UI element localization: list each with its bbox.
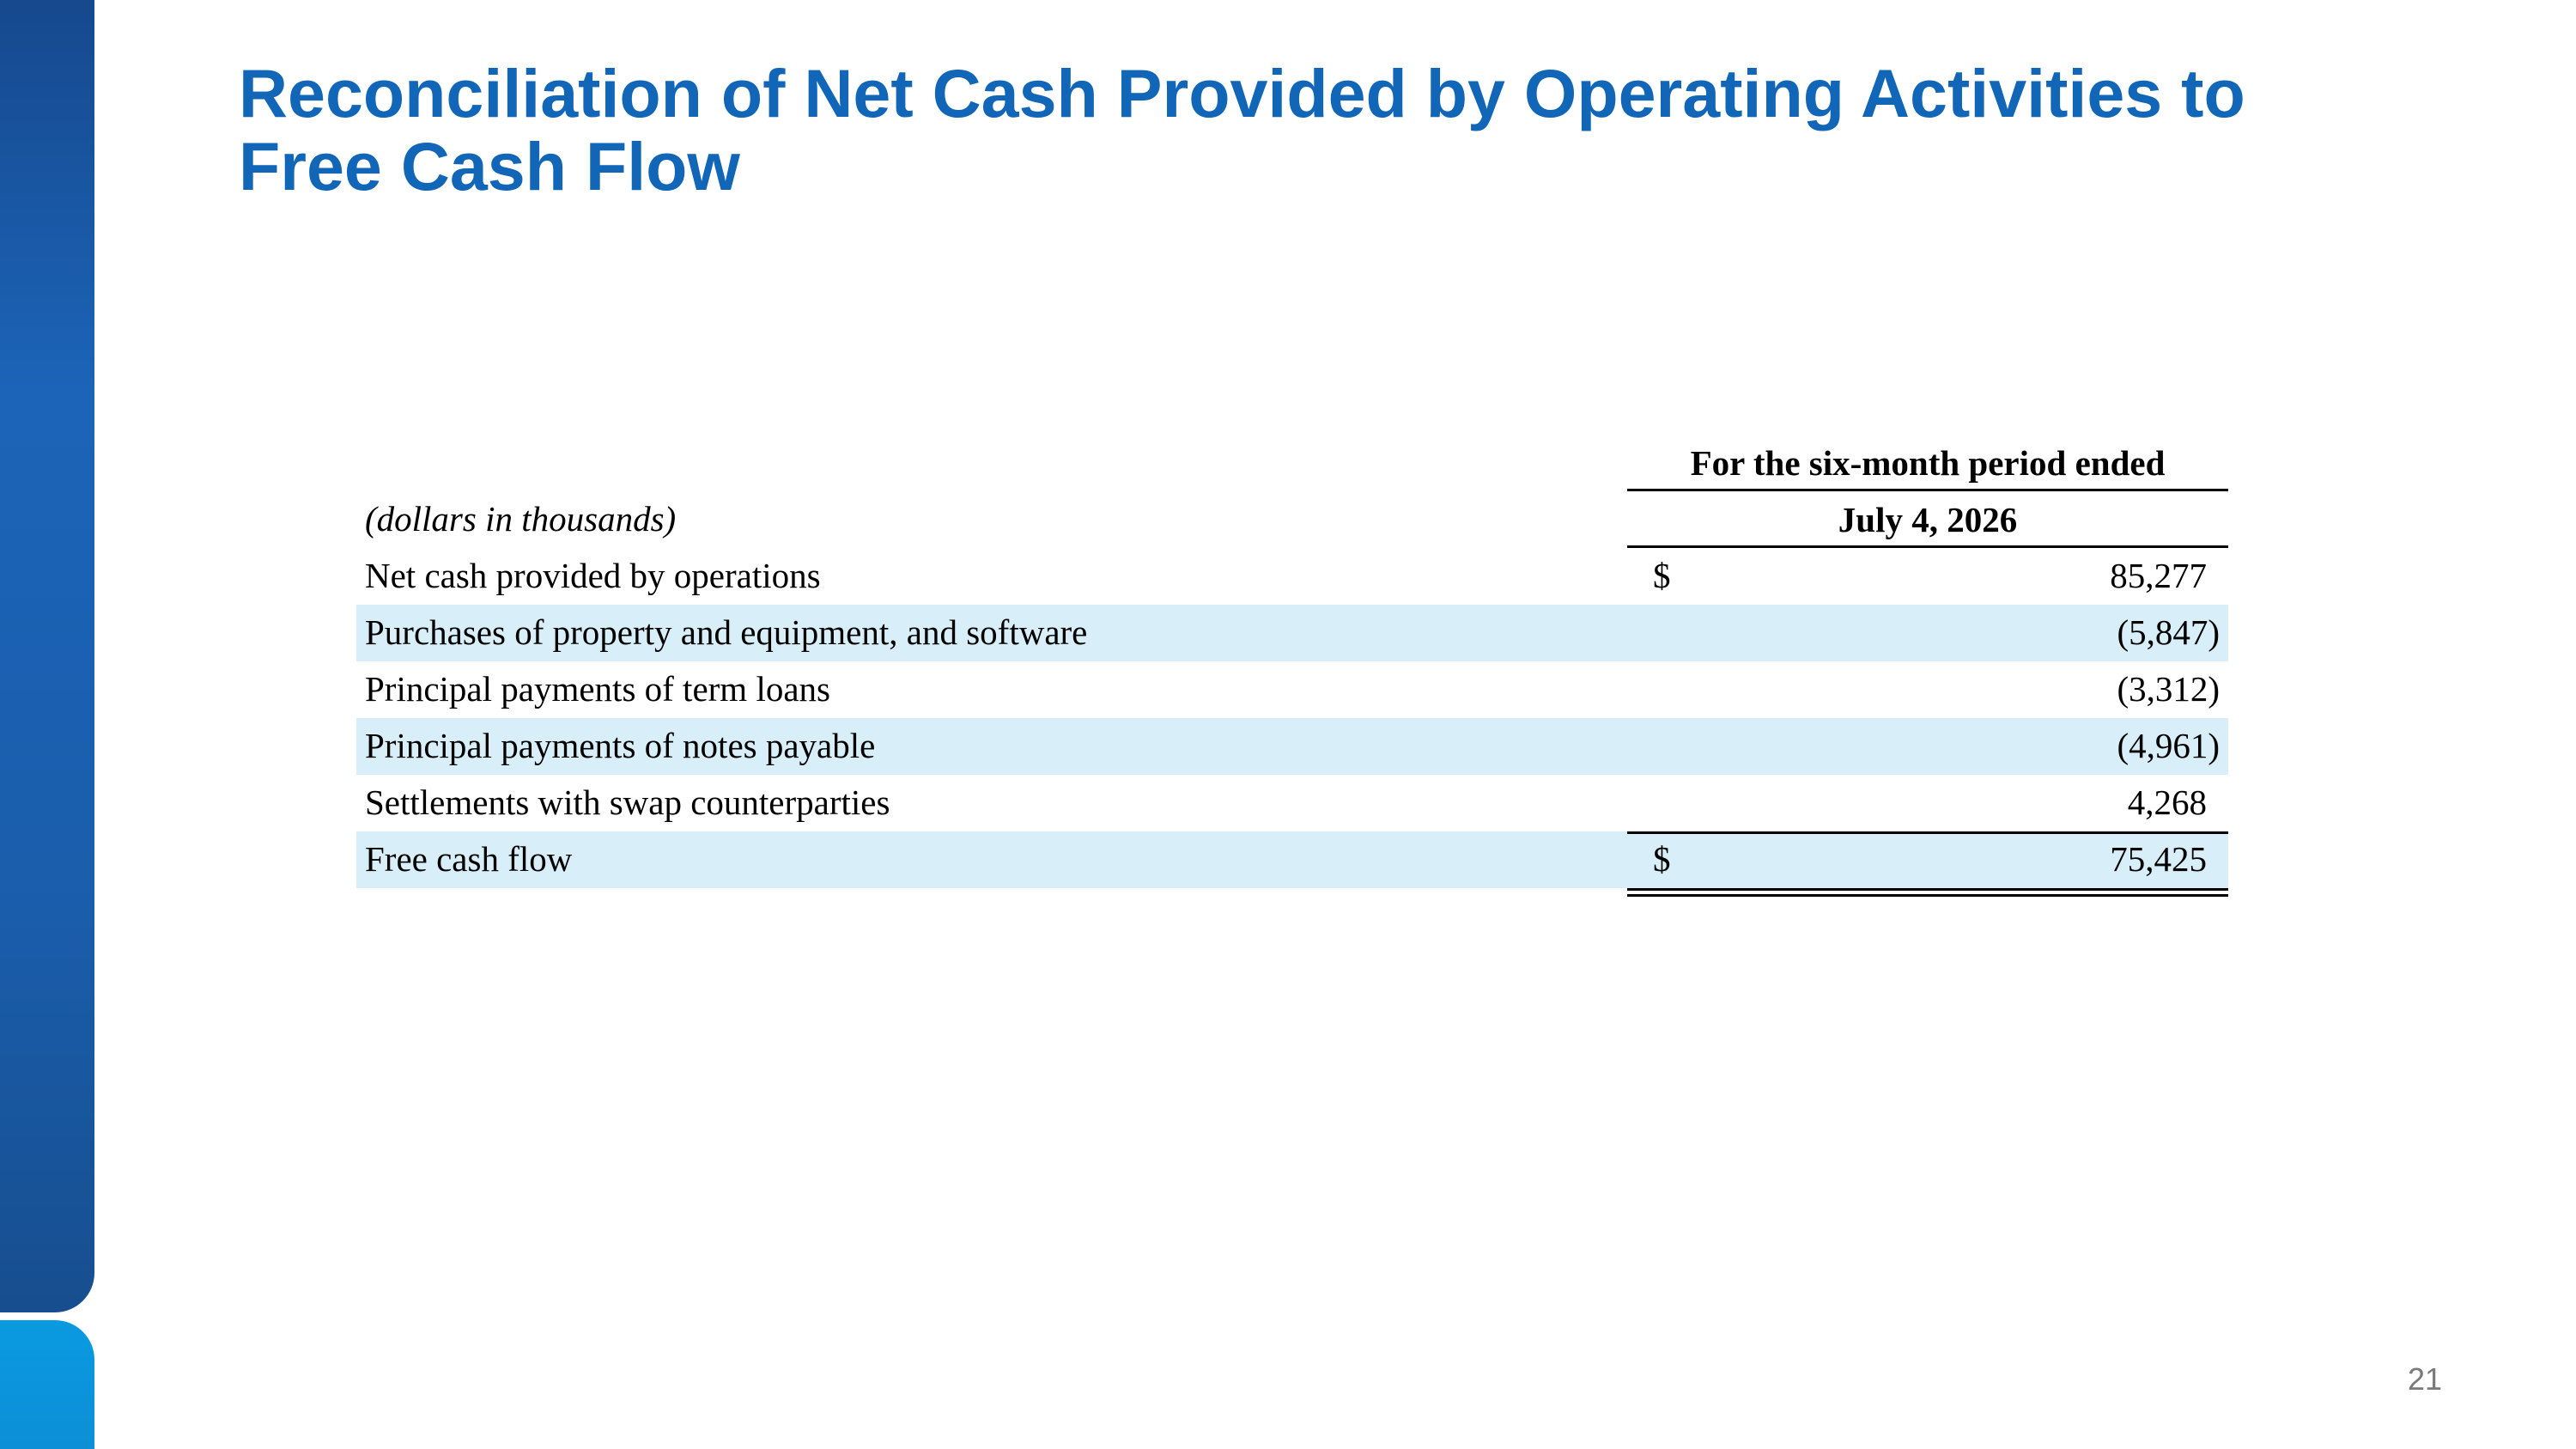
table-row-purchases: Purchases of property and equipment, and… [356, 605, 2228, 661]
row-label: Free cash flow [365, 839, 573, 879]
row-label: Purchases of property and equipment, and… [365, 612, 1088, 652]
table-header-row-1: For the six-month period ended [356, 435, 2228, 491]
row-label: Principal payments of term loans [365, 669, 830, 709]
left-accent-tab [0, 1320, 94, 1449]
left-accent-bar [0, 0, 94, 1312]
table-row-term-loans: Principal payments of term loans (3,312) [356, 661, 2228, 718]
table-row-net-cash-operations: Net cash provided by operations $ 85,277 [356, 548, 2228, 605]
currency-symbol: $ [1653, 839, 1671, 879]
total-double-rule [1627, 888, 2228, 897]
row-label: Settlements with swap counterparties [365, 782, 890, 822]
page-number: 21 [2407, 1361, 2442, 1397]
row-value: 75,425 [2110, 839, 2207, 879]
currency-symbol: $ [1653, 556, 1671, 595]
row-label: Principal payments of notes payable [365, 726, 876, 765]
slide-title-line-2: Free Cash Flow [239, 128, 740, 204]
slide-title: Reconciliation of Net Cash Provided by O… [239, 57, 2437, 203]
free-cash-flow-table: For the six-month period ended (dollars … [356, 435, 2228, 897]
table-header-row-2: (dollars in thousands) July 4, 2026 [356, 491, 2228, 548]
slide-title-line-1: Reconciliation of Net Cash Provided by O… [239, 55, 2245, 131]
table-row-free-cash-flow: Free cash flow $ 75,425 [356, 831, 2228, 897]
table-row-notes-payable: Principal payments of notes payable (4,9… [356, 718, 2228, 775]
row-value: (5,847) [2117, 612, 2220, 652]
row-value: 85,277 [2110, 556, 2207, 595]
column-header-date: July 4, 2026 [1627, 491, 2228, 548]
row-label: Net cash provided by operations [365, 556, 821, 595]
row-value: (3,312) [2117, 669, 2220, 709]
table-row-swap-settlements: Settlements with swap counterparties 4,2… [356, 775, 2228, 831]
unit-note: (dollars in thousands) [365, 499, 677, 539]
column-header-period: For the six-month period ended [1627, 435, 2228, 491]
row-value: (4,961) [2117, 726, 2220, 765]
row-value: 4,268 [2127, 782, 2207, 822]
subtotal-rule [1627, 831, 2228, 834]
